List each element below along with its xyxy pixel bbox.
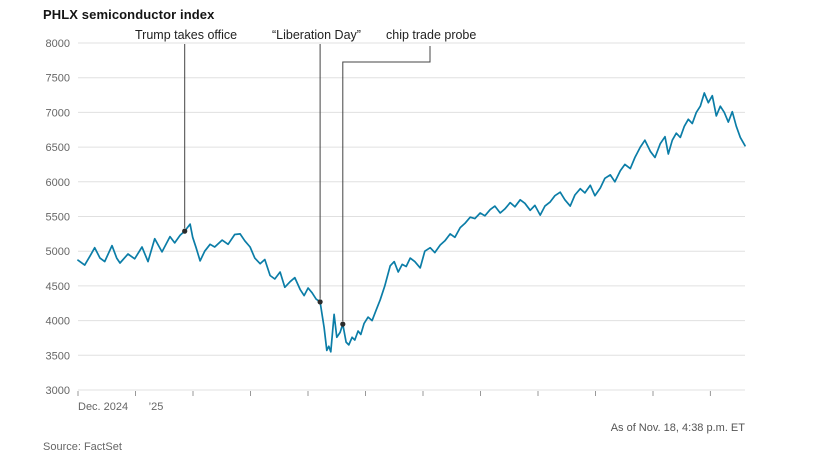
y-tick-label: 8000 xyxy=(46,38,70,50)
annotation-label-trump-takes-office: Trump takes office xyxy=(135,28,238,42)
x-tick-label: Dec. 2024 xyxy=(78,401,128,413)
annotation-label-chip-trade-probe: chip trade probe xyxy=(386,28,477,42)
y-tick-label: 4500 xyxy=(46,281,70,293)
x-tick-label: ’25 xyxy=(149,401,164,413)
source-attribution: Source: FactSet xyxy=(43,441,122,453)
annotation-dot xyxy=(182,228,188,234)
y-tick-label: 3500 xyxy=(46,350,70,362)
chart-title: PHLX semiconductor index xyxy=(43,7,215,22)
annotation-label-liberation-day: “Liberation Day” xyxy=(272,28,361,42)
annotation-dot xyxy=(317,299,323,305)
y-tick-label: 5000 xyxy=(46,246,70,258)
y-tick-label: 6500 xyxy=(46,142,70,154)
as-of-timestamp: As of Nov. 18, 4:38 p.m. ET xyxy=(610,422,745,434)
y-tick-label: 4000 xyxy=(46,316,70,328)
annotation-dot xyxy=(340,321,346,327)
y-tick-label: 6000 xyxy=(46,177,70,189)
y-tick-label: 3000 xyxy=(46,385,70,397)
y-tick-label: 5500 xyxy=(46,212,70,224)
index-line xyxy=(77,92,746,353)
y-tick-label: 7500 xyxy=(46,73,70,85)
annotation-connector xyxy=(342,46,431,322)
y-tick-label: 7000 xyxy=(46,107,70,119)
